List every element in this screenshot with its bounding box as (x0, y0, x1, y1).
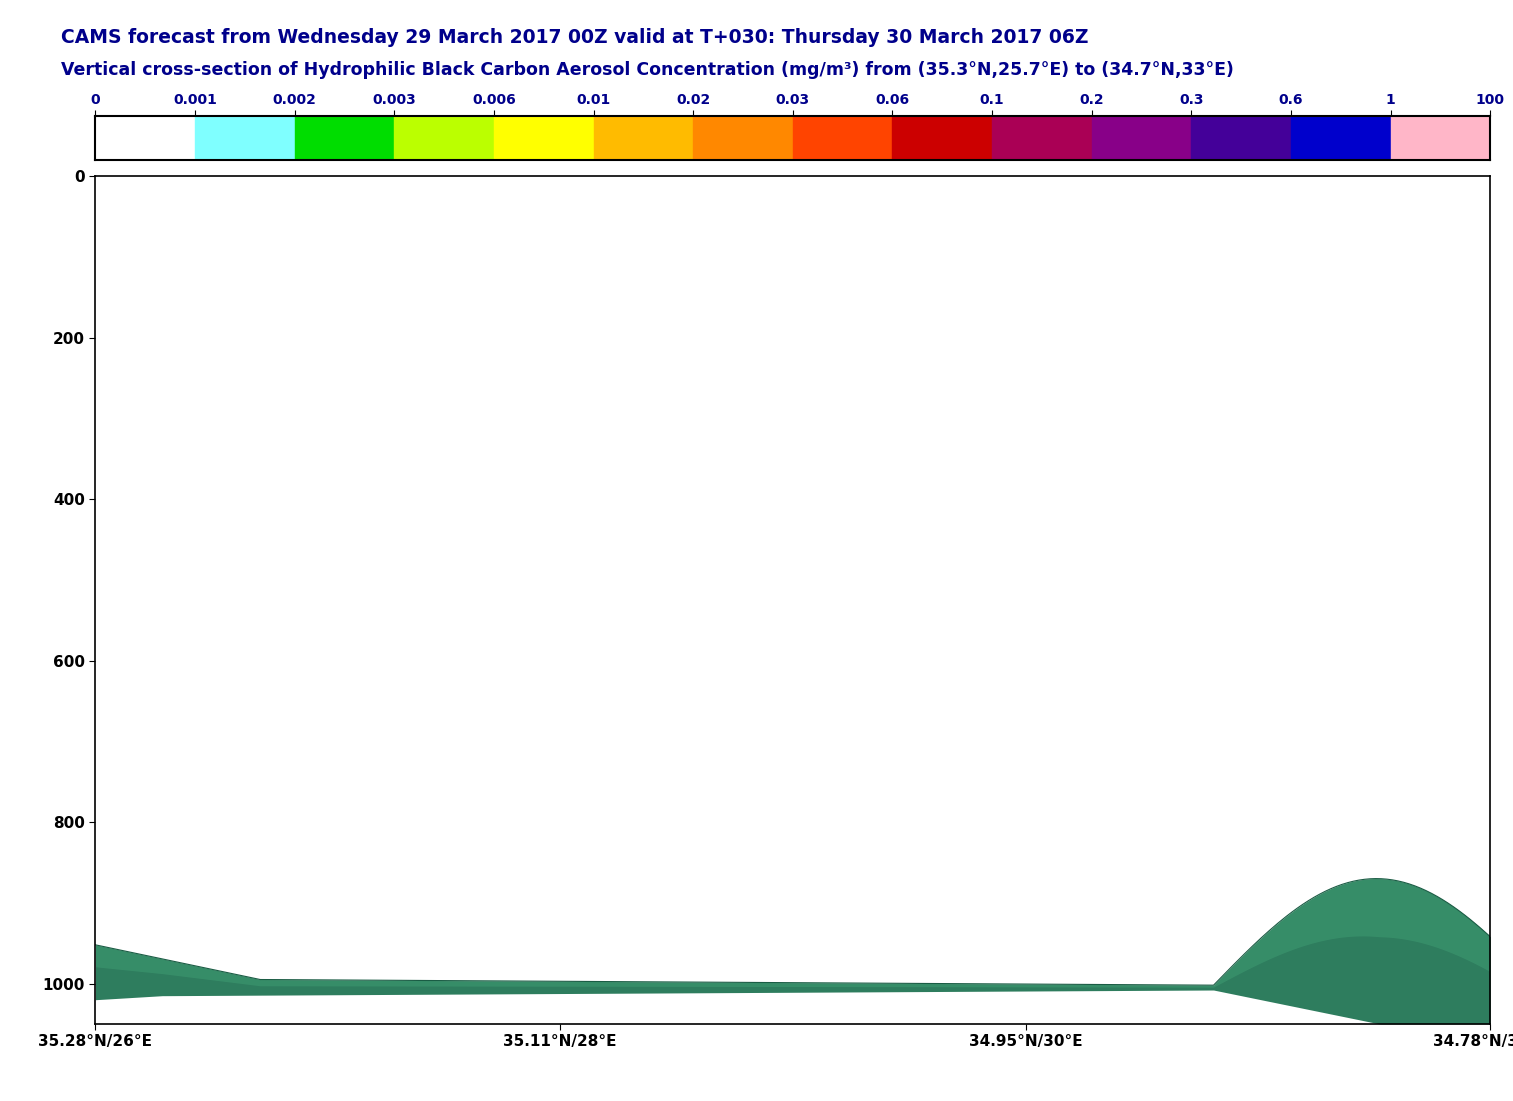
Bar (493, 116, 593, 160)
Bar (295, 116, 395, 160)
Bar (893, 116, 993, 160)
Bar (593, 116, 693, 160)
Text: CAMS forecast from Wednesday 29 March 2017 00Z valid at T+030: Thursday 30 March: CAMS forecast from Wednesday 29 March 20… (61, 28, 1088, 46)
Bar (1390, 116, 1490, 160)
Bar (395, 116, 493, 160)
Bar (1291, 116, 1390, 160)
Bar (793, 116, 893, 160)
Bar (1191, 116, 1291, 160)
Bar (1092, 116, 1191, 160)
Bar (993, 116, 1092, 160)
Bar (95, 116, 195, 160)
Bar (195, 116, 295, 160)
Bar (693, 116, 793, 160)
Text: Vertical cross-section of Hydrophilic Black Carbon Aerosol Concentration (mg/m³): Vertical cross-section of Hydrophilic Bl… (61, 61, 1233, 78)
